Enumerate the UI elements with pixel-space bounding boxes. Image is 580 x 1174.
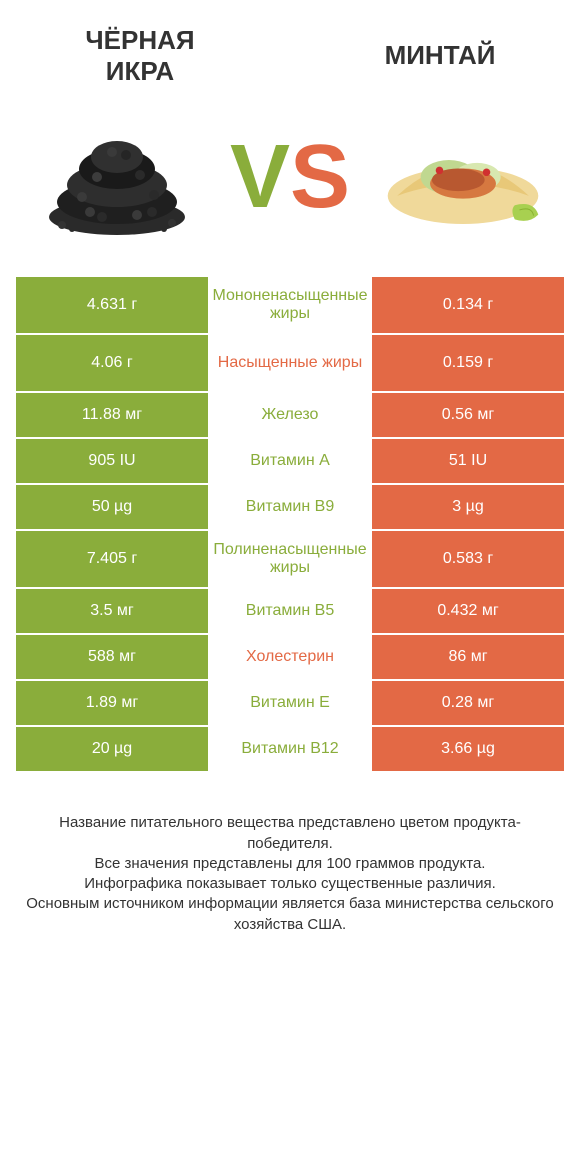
nutrient-label: Витамин B12 — [208, 727, 372, 771]
right-value: 0.583 г — [372, 531, 564, 587]
comparison-table: 4.631 гМононенасыщенные жиры0.134 г4.06 … — [0, 277, 580, 773]
footer-text: Название питательного вещества представл… — [0, 773, 580, 935]
left-value: 905 IU — [16, 439, 208, 483]
nutrient-label: Мононенасыщенные жиры — [208, 277, 372, 333]
table-row: 905 IUВитамин A51 IU — [16, 439, 564, 485]
left-value: 3.5 мг — [16, 589, 208, 633]
right-value: 0.56 мг — [372, 393, 564, 437]
left-value: 4.631 г — [16, 277, 208, 333]
table-row: 4.631 гМононенасыщенные жиры0.134 г — [16, 277, 564, 335]
right-value: 0.28 мг — [372, 681, 564, 725]
table-row: 7.405 гПолиненасыщенные жиры0.583 г — [16, 531, 564, 589]
left-value: 20 µg — [16, 727, 208, 771]
table-row: 3.5 мгВитамин B50.432 мг — [16, 589, 564, 635]
footer-line: Основным источником информации является … — [20, 894, 560, 935]
left-value: 7.405 г — [16, 531, 208, 587]
nutrient-label: Железо — [208, 393, 372, 437]
nutrient-label: Полиненасыщенные жиры — [208, 531, 372, 587]
vs-label: VS — [230, 132, 350, 222]
right-value: 3.66 µg — [372, 727, 564, 771]
footer-line: Все значения представлены для 100 граммо… — [20, 854, 560, 874]
table-row: 588 мгХолестерин86 мг — [16, 635, 564, 681]
right-value: 51 IU — [372, 439, 564, 483]
right-value: 86 мг — [372, 635, 564, 679]
left-value: 11.88 мг — [16, 393, 208, 437]
left-value: 50 µg — [16, 485, 208, 529]
table-row: 50 µgВитамин B93 µg — [16, 485, 564, 531]
left-value: 1.89 мг — [16, 681, 208, 725]
vs-v: V — [230, 132, 290, 222]
footer-line: Инфографика показывает только существенн… — [20, 874, 560, 894]
right-value: 0.432 мг — [372, 589, 564, 633]
right-value: 0.159 г — [372, 335, 564, 391]
right-product-image — [383, 107, 543, 247]
images-row: VS — [0, 87, 580, 277]
caviar-icon — [42, 117, 192, 237]
nutrient-label: Витамин E — [208, 681, 372, 725]
nutrient-label: Витамин B9 — [208, 485, 372, 529]
nutrient-label: Холестерин — [208, 635, 372, 679]
nutrient-label: Витамин B5 — [208, 589, 372, 633]
nutrient-label: Насыщенные жиры — [208, 335, 372, 391]
right-value: 0.134 г — [372, 277, 564, 333]
left-product-title: ЧЁРНАЯ ИКРА — [40, 25, 240, 87]
header: ЧЁРНАЯ ИКРА МИНТАЙ — [0, 0, 580, 87]
table-row: 20 µgВитамин B123.66 µg — [16, 727, 564, 773]
left-value: 588 мг — [16, 635, 208, 679]
nutrient-label: Витамин A — [208, 439, 372, 483]
table-row: 1.89 мгВитамин E0.28 мг — [16, 681, 564, 727]
footer-line: Название питательного вещества представл… — [20, 813, 560, 854]
vs-s: S — [290, 132, 350, 222]
right-value: 3 µg — [372, 485, 564, 529]
fish-taco-icon — [383, 122, 543, 232]
table-row: 11.88 мгЖелезо0.56 мг — [16, 393, 564, 439]
right-product-title: МИНТАЙ — [340, 25, 540, 87]
table-row: 4.06 гНасыщенные жиры0.159 г — [16, 335, 564, 393]
left-value: 4.06 г — [16, 335, 208, 391]
left-product-image — [37, 107, 197, 247]
